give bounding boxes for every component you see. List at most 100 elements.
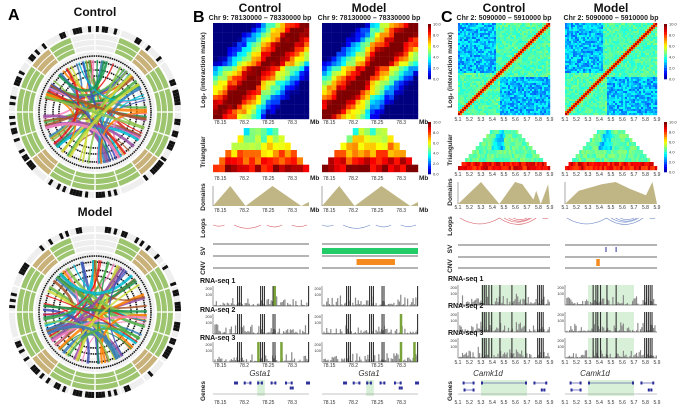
heatmap-cell: [526, 79, 529, 82]
axis-tick-label: 5.5: [501, 360, 508, 366]
ring-divider: [52, 242, 73, 254]
heatmap-cell: [355, 66, 361, 72]
heatmap-cell: [538, 39, 541, 42]
heatmap-cell: [524, 45, 527, 48]
heatmap-cell: [470, 93, 473, 96]
heatmap-cell: [494, 71, 497, 74]
heatmap-cell: [522, 111, 525, 114]
heatmap-cell: [270, 90, 276, 96]
triangular-cell: [290, 157, 298, 165]
heatmap-cell: [474, 45, 477, 48]
heatmap-cell: [504, 73, 507, 76]
rna-bar: [498, 296, 500, 305]
heatmap-cell: [524, 65, 527, 68]
rna-bar: [214, 359, 216, 362]
heatmap-cell: [466, 85, 469, 88]
heatmap-cell: [530, 47, 533, 50]
heatmap-cell: [530, 55, 533, 58]
heatmap-cell: [270, 109, 276, 115]
heatmap-cell: [540, 95, 543, 98]
heatmap-cell: [480, 65, 483, 68]
heatmap-cell: [542, 57, 545, 60]
rna-bar: [459, 356, 461, 358]
heatmap-cell: [528, 59, 531, 62]
heatmap-cell: [365, 32, 371, 38]
heatmap-cell: [486, 63, 489, 66]
triangular-cell: [474, 150, 477, 155]
heatmap-cell: [520, 91, 523, 94]
rna-bar: [397, 354, 399, 362]
heatmap-cell: [304, 85, 310, 91]
rna-bar: [330, 359, 332, 362]
triangular-cell: [358, 142, 365, 151]
heatmap-cell: [540, 99, 543, 102]
rna-peak: [485, 285, 487, 305]
ideogram-band: [160, 62, 167, 69]
rna-bar: [494, 301, 496, 305]
heatmap-cell: [472, 35, 475, 38]
heatmap-cell: [472, 103, 475, 106]
heatmap-cell: [466, 55, 469, 58]
heatmap-cell: [346, 75, 351, 81]
heatmap-cell: [480, 85, 483, 88]
ideogram-band: [87, 191, 92, 198]
rna-peak: [381, 286, 383, 306]
rna-bar: [546, 303, 548, 305]
heatmap-cell: [522, 65, 525, 68]
heatmap-cell: [496, 97, 499, 100]
expression-ring-segment: [17, 312, 36, 336]
ideogram-band: [64, 30, 70, 38]
ring-divider: [56, 165, 74, 176]
ideogram-band: [101, 226, 106, 233]
heatmap-cell: [472, 87, 475, 90]
heatmap-cell: [512, 47, 515, 50]
heatmap-cell: [591, 23, 594, 26]
heatmap-cell: [518, 101, 521, 104]
heatmap-cell: [546, 33, 549, 36]
triangular-cell: [506, 138, 509, 143]
heatmap-cell: [526, 33, 529, 36]
heatmap-cell: [544, 89, 547, 92]
heatmap-cell: [360, 51, 366, 57]
heatmap-cell: [500, 63, 503, 66]
rna-bar: [546, 356, 548, 358]
heatmap-cell: [474, 37, 477, 40]
heatmap-cell: [480, 81, 483, 84]
rna-bar: [530, 330, 532, 332]
triangular-cell: [346, 135, 353, 143]
heatmap-cell: [510, 27, 513, 30]
heatmap-cell: [472, 109, 475, 112]
heatmap-cell: [480, 75, 483, 78]
rna-bar: [215, 324, 217, 334]
heatmap-cell: [544, 109, 547, 112]
triangular-cell: [376, 164, 383, 173]
heatmap-cell: [506, 55, 509, 58]
heatmap-cell: [544, 53, 547, 56]
heatmap-cell: [496, 23, 499, 26]
heatmap-cell: [304, 27, 310, 33]
heatmap-cell: [458, 113, 461, 116]
heatmap-cell: [506, 105, 509, 108]
heatmap-cell: [246, 85, 252, 91]
triangular-cell: [499, 142, 502, 147]
heatmap-cell: [261, 47, 266, 52]
heatmap-cell: [514, 51, 517, 54]
heatmap-cell: [384, 95, 390, 100]
rna-bar: [502, 329, 504, 332]
heatmap-cell: [532, 53, 535, 56]
rna-bar: [337, 359, 339, 362]
heatmap-cell: [389, 27, 395, 33]
heatmap-cell: [635, 23, 638, 26]
scatter-ring-segment: [132, 77, 152, 98]
heatmap-cell: [492, 97, 495, 100]
heatmap-cell: [256, 42, 262, 48]
heatmap-cell: [478, 69, 481, 72]
gene-highlight: [366, 380, 374, 396]
rna-peak: [263, 342, 265, 362]
rna-peak: [272, 314, 274, 334]
heatmap-cell: [506, 93, 509, 96]
heatmap-cell: [370, 42, 375, 48]
heatmap-cell: [518, 105, 521, 108]
heatmap-cell: [494, 101, 497, 104]
heatmap-cell: [500, 85, 503, 88]
